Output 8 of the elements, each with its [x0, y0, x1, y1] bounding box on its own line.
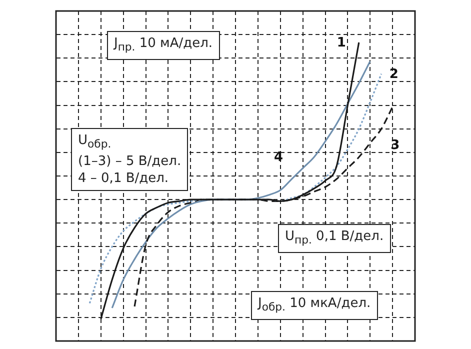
annotation: U$_{обр.}$ (1–3) – 5 В/дел. 4 – 0,1 В/дел.	[71, 128, 188, 191]
annotation: J$_{пр.}$ 10 мА/дел.	[107, 31, 220, 60]
annotation: J$_{обр.}$ 10 мкА/дел.	[251, 291, 378, 320]
annotation: U$_{пр.}$ 0,1 В/дел.	[278, 224, 391, 253]
series-label: 2	[389, 66, 398, 82]
series-label: 1	[336, 35, 346, 50]
series-label: 3	[390, 138, 400, 153]
series-label: 4	[274, 150, 284, 166]
